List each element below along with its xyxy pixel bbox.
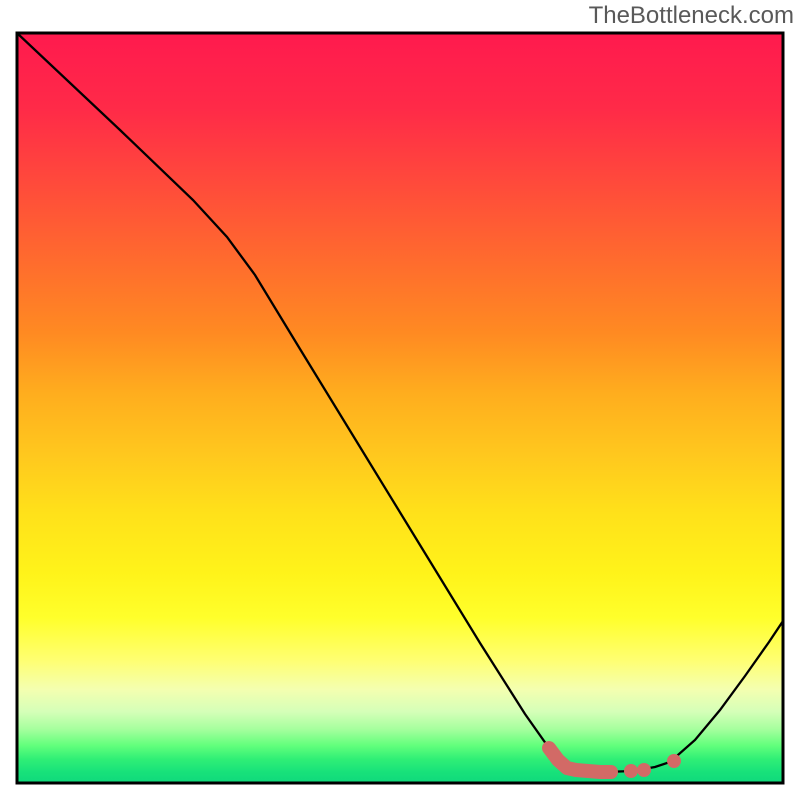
- marker-dot: [624, 764, 638, 778]
- bottleneck-chart-svg: [0, 0, 800, 800]
- watermark-text: TheBottleneck.com: [589, 2, 794, 30]
- chart-stage: TheBottleneck.com: [0, 0, 800, 800]
- gradient-background: [17, 33, 783, 783]
- marker-dot: [637, 763, 651, 777]
- marker-dot: [667, 754, 681, 768]
